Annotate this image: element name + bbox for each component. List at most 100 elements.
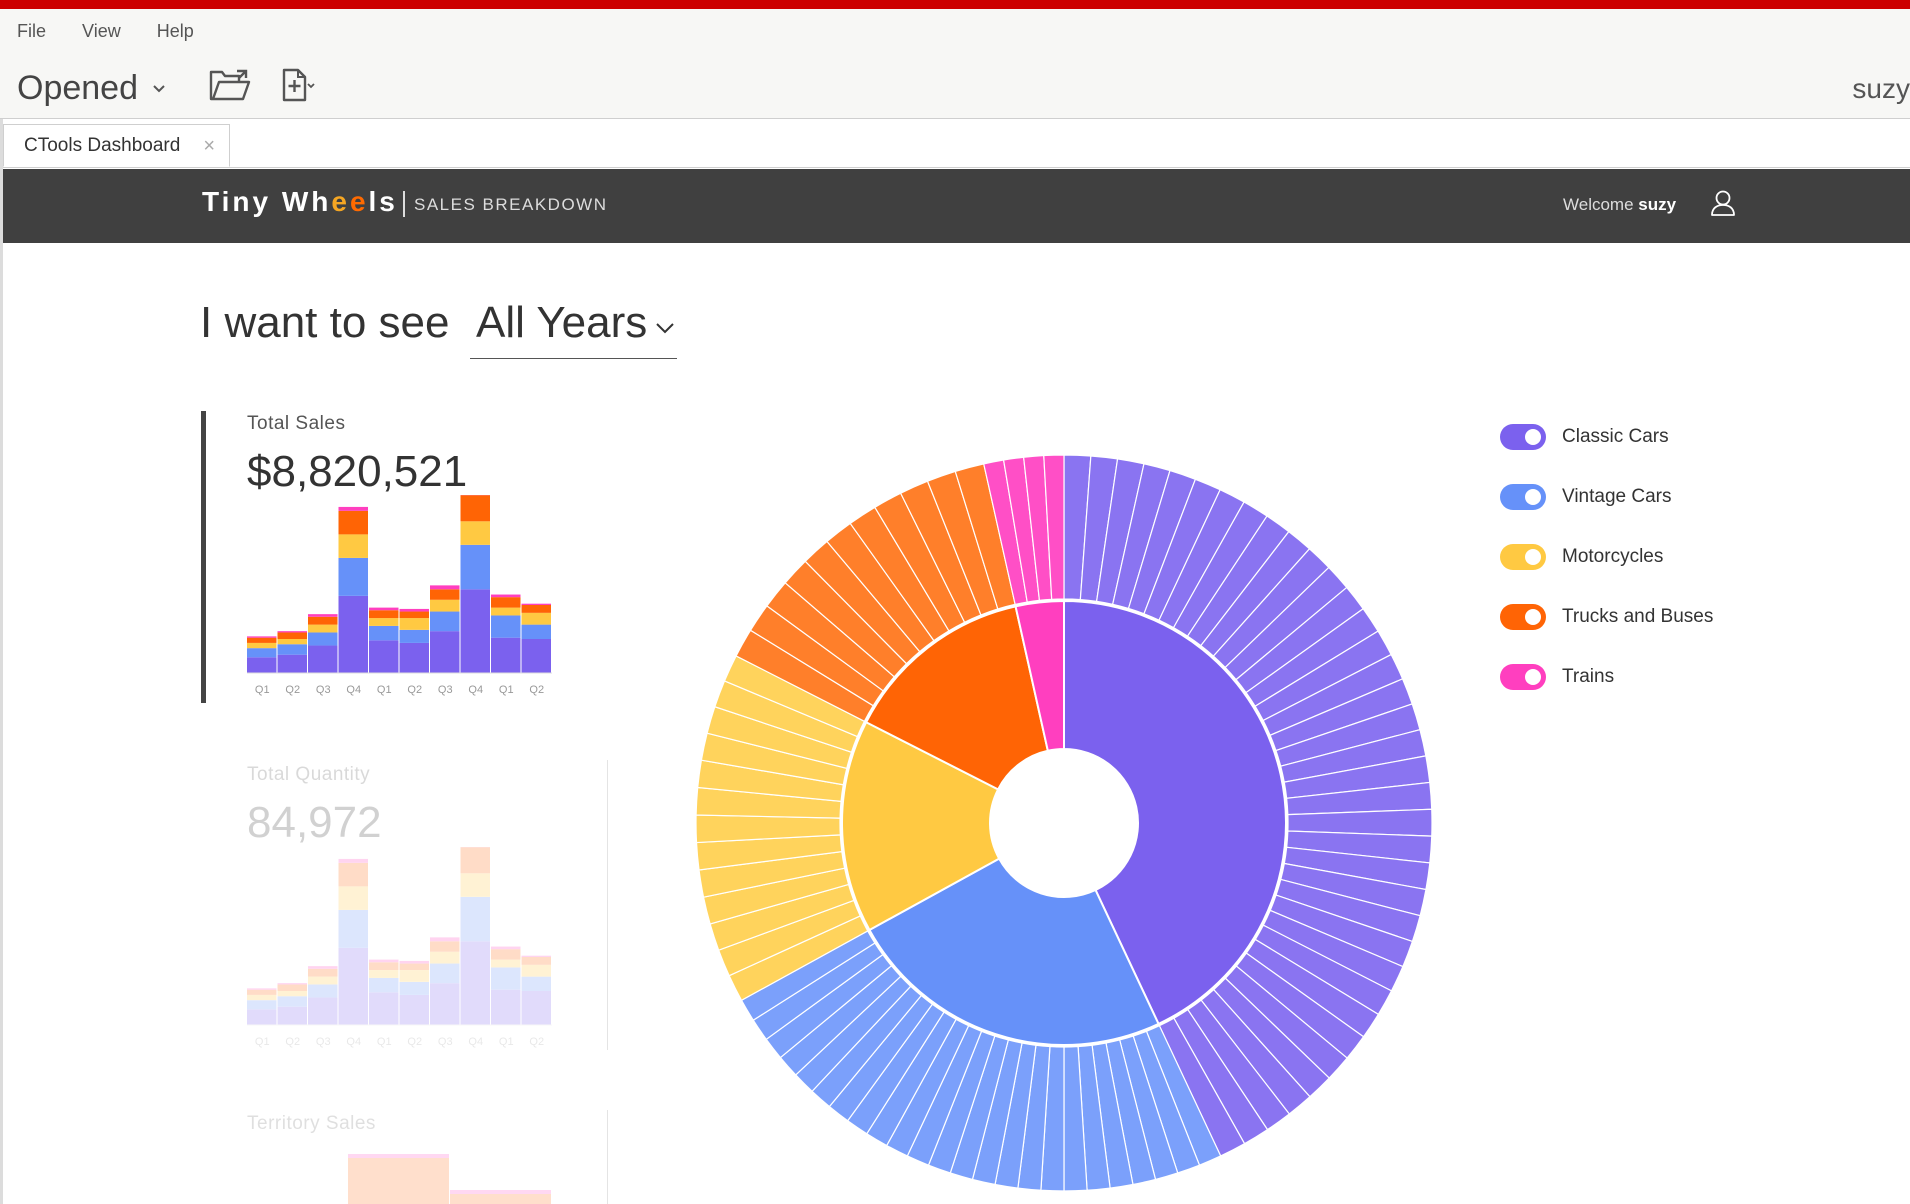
chevron-down-icon	[153, 84, 165, 92]
stack-segment	[430, 937, 460, 942]
stack-segment	[338, 862, 368, 887]
stack-segment	[308, 968, 338, 977]
toggle-motorcycles[interactable]	[1500, 544, 1546, 570]
user-icon[interactable]	[1710, 189, 1736, 217]
username[interactable]: suzy	[1852, 73, 1910, 104]
tick-label: Q3	[316, 684, 331, 696]
stack-segment	[338, 595, 368, 673]
legend-item-trucks-and-buses: Trucks and Buses	[1500, 587, 1713, 647]
stack-segment	[430, 589, 460, 600]
stack-segment	[399, 981, 429, 995]
stack-segment	[491, 594, 521, 598]
stack-segment	[430, 941, 460, 952]
stack-segment	[491, 607, 521, 616]
stack-segment	[247, 636, 277, 638]
tick-label: Q1	[499, 1036, 514, 1048]
stack-segment	[521, 612, 551, 625]
toggle-classic-cars[interactable]	[1500, 424, 1546, 450]
stack-segment	[430, 599, 460, 612]
stack-segment	[460, 896, 490, 942]
stack-segment	[247, 989, 277, 995]
stack-segment	[308, 614, 338, 617]
kpi-divider	[607, 1110, 608, 1204]
stack-segment	[247, 657, 277, 673]
territory-bar	[450, 1190, 551, 1194]
stack-segment	[247, 1009, 277, 1025]
tick-label: Q2	[285, 1036, 300, 1048]
stack-segment	[338, 557, 368, 596]
stack-segment	[338, 534, 368, 558]
stack-segment	[491, 949, 521, 960]
toggle-trucks-and-buses[interactable]	[1500, 604, 1546, 630]
welcome-username: suzy	[1638, 195, 1677, 214]
new-file-button[interactable]	[272, 63, 322, 107]
stack-segment	[247, 648, 277, 658]
stack-segment	[491, 637, 521, 673]
stack-segment	[277, 984, 307, 991]
stack-segment	[308, 632, 338, 646]
stack-segment	[460, 495, 490, 522]
menu-file[interactable]: File	[17, 20, 47, 41]
kpi-total-sales[interactable]: Total Sales $8,820,521	[247, 413, 577, 497]
tick-label: Q4	[346, 684, 361, 696]
stack-segment	[460, 873, 490, 897]
stack-segment	[247, 637, 277, 643]
kpi-total-quantity[interactable]: Total Quantity 84,972	[247, 764, 577, 848]
stack-segment	[430, 983, 460, 1025]
menu-view[interactable]: View	[82, 20, 121, 41]
stack-segment	[491, 597, 521, 608]
stack-segment	[430, 631, 460, 673]
legend-item-classic-cars: Classic Cars	[1500, 407, 1713, 467]
stack-segment	[521, 605, 551, 613]
stack-segment	[521, 955, 551, 957]
menu-help[interactable]: Help	[156, 20, 194, 41]
stack-segment	[521, 964, 551, 977]
stack-segment	[521, 639, 551, 673]
stack-segment	[399, 611, 429, 619]
stack-segment	[521, 624, 551, 639]
stack-segment	[430, 611, 460, 632]
sunburst-outer-slice[interactable]	[1043, 454, 1065, 600]
tab-ctools-dashboard[interactable]: CTools Dashboard ×	[3, 124, 230, 167]
stack-segment	[369, 970, 399, 978]
stack-segment	[369, 962, 399, 971]
stack-segment	[338, 858, 368, 863]
stack-segment	[338, 886, 368, 910]
legend-label: Trains	[1562, 666, 1615, 687]
total-sales-chart: Q1 Q2 Q3 Q4 Q1 Q2 Q3 Q4 Q1 Q2	[247, 495, 552, 696]
stack-segment	[369, 992, 399, 1025]
tick-label: Q1	[255, 684, 270, 696]
left-edge	[0, 119, 3, 1204]
kpi-title: Total Sales	[247, 413, 346, 434]
stack-segment	[369, 959, 399, 963]
territory-bar	[348, 1154, 449, 1158]
opened-label: Opened	[17, 69, 138, 107]
stack-segment	[460, 521, 490, 545]
legend-label: Classic Cars	[1562, 426, 1669, 447]
toolbar: Opened suzy	[0, 53, 1910, 125]
stack-segment	[277, 631, 307, 633]
year-select[interactable]: All Years	[470, 298, 677, 359]
toggle-vintage-cars[interactable]	[1500, 484, 1546, 510]
toggle-trains[interactable]	[1500, 664, 1546, 690]
stack-segment	[460, 589, 490, 673]
stack-segment	[521, 957, 551, 965]
tick-label: Q4	[346, 1036, 361, 1048]
open-folder-button[interactable]	[205, 63, 255, 107]
legend-item-vintage-cars: Vintage Cars	[1500, 467, 1713, 527]
legend-label: Vintage Cars	[1562, 486, 1672, 507]
opened-dropdown[interactable]: Opened	[17, 69, 166, 108]
tick-label: Q2	[407, 684, 422, 696]
kpi-value: 84,972	[247, 798, 382, 847]
stack-segment	[399, 994, 429, 1025]
total-quantity-chart: Q1 Q2 Q3 Q4 Q1 Q2 Q3 Q4 Q1 Q2	[247, 847, 552, 1048]
stack-segment	[491, 959, 521, 968]
close-icon[interactable]: ×	[203, 135, 215, 157]
stack-segment	[491, 946, 521, 950]
kpi-value: $8,820,521	[247, 447, 468, 496]
kpi-territory-sales[interactable]: Territory Sales	[247, 1113, 577, 1135]
app-accent-bar	[0, 0, 1910, 9]
tick-label: Q3	[438, 684, 453, 696]
stack-segment	[399, 963, 429, 971]
tick-label: Q1	[377, 1036, 392, 1048]
